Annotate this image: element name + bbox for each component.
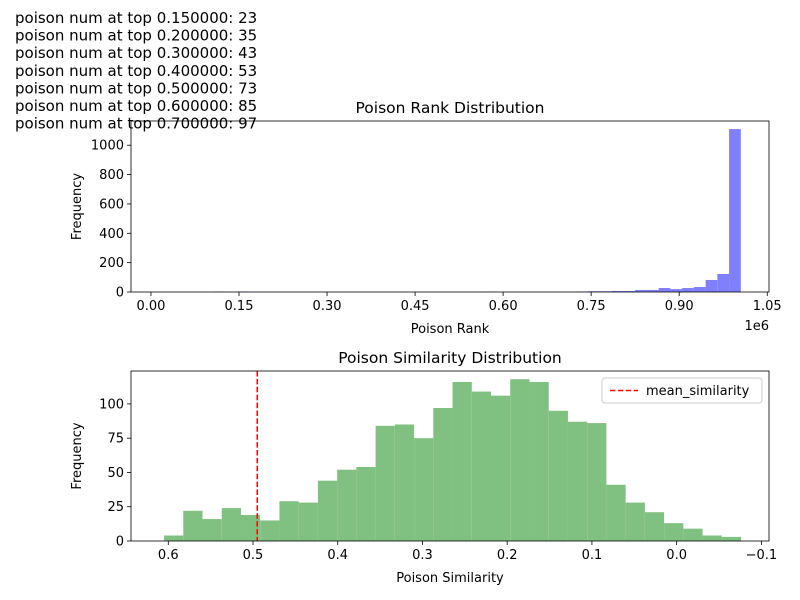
header-line: poison num at top 0.400000: 53 xyxy=(15,62,257,80)
x-tick-label: 0.75 xyxy=(577,299,606,314)
chart-title: Poison Rank Distribution xyxy=(356,99,545,117)
bar xyxy=(664,523,684,541)
bar xyxy=(394,424,415,541)
bar xyxy=(683,528,703,541)
y-tick-label: 800 xyxy=(99,168,124,183)
header-line: poison num at top 0.300000: 43 xyxy=(15,44,257,62)
header-line: poison num at top 0.700000: 97 xyxy=(15,115,257,133)
bar xyxy=(611,290,624,292)
y-tick-label: 600 xyxy=(99,197,124,212)
y-tick-label: 0 xyxy=(116,286,124,301)
bar xyxy=(414,438,434,541)
x-tick-label: 0.1 xyxy=(582,548,603,563)
bar xyxy=(658,288,671,292)
bar xyxy=(279,501,299,541)
bar xyxy=(510,379,530,541)
legend-box xyxy=(601,377,763,404)
bar xyxy=(471,391,492,541)
bar xyxy=(717,273,730,292)
bar xyxy=(587,423,607,541)
x-axis-label: Poison Rank xyxy=(411,322,490,337)
header-line: poison num at top 0.150000: 23 xyxy=(15,9,257,27)
x-tick-label: 0.4 xyxy=(327,548,348,563)
x-tick-label: 0.15 xyxy=(225,299,254,314)
x-tick-label: 0.3 xyxy=(412,548,433,563)
bar xyxy=(433,408,453,541)
y-tick-label: 75 xyxy=(107,432,124,447)
bar xyxy=(644,512,665,541)
bar xyxy=(670,289,683,292)
bar xyxy=(529,381,549,541)
axes-frame xyxy=(130,120,770,293)
x-offset-label: 1e6 xyxy=(744,319,769,334)
x-tick-label: 0.6 xyxy=(158,548,179,563)
bar xyxy=(337,469,357,541)
x-tick-label: −0.1 xyxy=(746,548,778,563)
bar xyxy=(705,279,718,292)
bar xyxy=(623,290,636,292)
x-tick-label: 0.30 xyxy=(313,299,342,314)
bar xyxy=(635,289,647,292)
header-line: poison num at top 0.200000: 35 xyxy=(15,27,257,45)
bar xyxy=(606,484,626,541)
bar xyxy=(491,395,511,541)
axes-frame xyxy=(130,370,770,542)
bar xyxy=(702,535,722,541)
bar xyxy=(164,535,184,541)
bar xyxy=(625,502,645,541)
bar xyxy=(693,287,706,292)
x-tick-label: 0.5 xyxy=(243,548,264,563)
bar xyxy=(729,129,741,292)
x-tick-label: 0.90 xyxy=(665,299,694,314)
bar xyxy=(567,421,588,541)
x-tick-label: 0.00 xyxy=(136,299,165,314)
bar xyxy=(240,514,261,541)
bar xyxy=(452,381,472,541)
bar xyxy=(356,466,376,541)
bar xyxy=(221,508,241,541)
bar xyxy=(646,289,659,292)
y-axis-label: Frequency xyxy=(70,173,85,240)
bar xyxy=(682,288,694,292)
chart-title: Poison Similarity Distribution xyxy=(338,349,562,367)
x-tick-label: 0.45 xyxy=(401,299,430,314)
y-tick-label: 0 xyxy=(116,535,124,550)
y-tick-label: 50 xyxy=(107,466,124,481)
header-line: poison num at top 0.500000: 73 xyxy=(15,79,257,97)
bar xyxy=(375,425,395,541)
bar xyxy=(298,502,318,541)
x-tick-label: 1.05 xyxy=(753,299,782,314)
y-tick-label: 400 xyxy=(99,227,124,242)
x-tick-label: 0.2 xyxy=(497,548,518,563)
bar xyxy=(260,520,280,541)
legend-label: mean_similarity xyxy=(646,384,750,399)
bar xyxy=(317,480,338,541)
x-tick-label: 0.0 xyxy=(666,548,687,563)
bar xyxy=(183,510,203,541)
y-tick-label: 100 xyxy=(99,397,124,412)
y-tick-label: 1000 xyxy=(91,139,124,154)
y-axis-label: Frequency xyxy=(70,422,85,489)
x-tick-label: 0.60 xyxy=(489,299,518,314)
bar xyxy=(721,536,742,541)
x-axis-label: Poison Similarity xyxy=(396,571,504,586)
y-tick-label: 25 xyxy=(107,500,124,515)
y-tick-label: 200 xyxy=(99,256,124,271)
bar xyxy=(548,410,568,541)
bar xyxy=(202,519,222,541)
header-line: poison num at top 0.600000: 85 xyxy=(15,97,257,115)
